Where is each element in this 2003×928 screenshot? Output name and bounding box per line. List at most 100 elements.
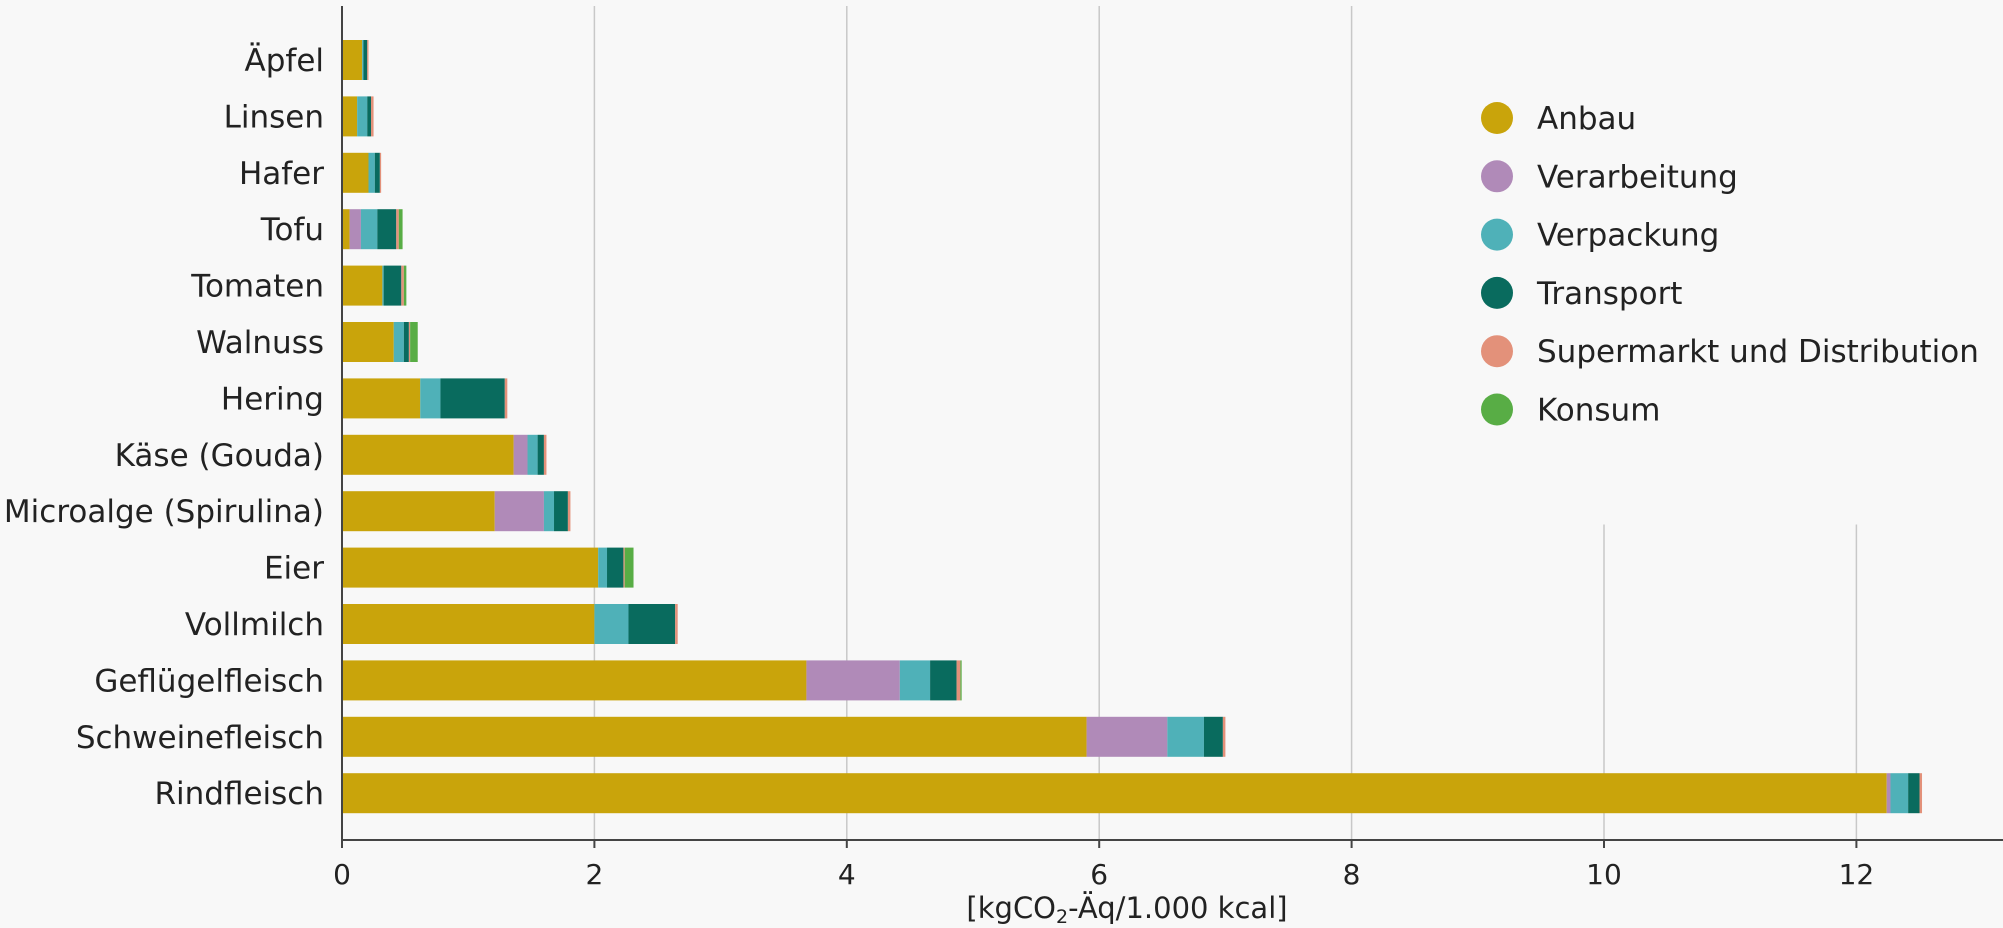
bar-apfel-transport xyxy=(363,40,368,80)
legend-label-transport: Transport xyxy=(1536,276,1682,312)
bar-eier-transport xyxy=(607,547,624,588)
bar-walnuss-konsum xyxy=(410,322,418,362)
legend-label-anbau: Anbau xyxy=(1537,101,1636,137)
bar-linsen-anbau xyxy=(342,96,358,137)
bar-microalge-spirulina-transport xyxy=(554,491,568,532)
category-labels: Äpfel Linsen Hafer Tofu Tomaten Walnuss Hering… xyxy=(4,43,324,812)
bar-eier-verpackung xyxy=(598,547,608,588)
legend-swatch-konsum xyxy=(1481,393,1513,426)
x-axis-title-subscript: 2 xyxy=(1056,906,1068,928)
legend-label-konsum: Konsum xyxy=(1537,393,1660,429)
bar-walnuss-transport xyxy=(403,322,409,362)
bar-hering-anbau xyxy=(342,378,421,419)
bar-linsen-supermarkt-und-distribution xyxy=(371,96,374,137)
bar-tomaten-anbau xyxy=(342,265,383,306)
bar-walnuss-verpackung xyxy=(393,322,404,362)
bar-stacks xyxy=(342,40,1923,814)
bar-microalge-spirulina-verarbeitung xyxy=(494,491,544,532)
bar-hering-transport xyxy=(440,378,505,419)
legend: Anbau Verarbeitung Verpackung Transport Supe… xyxy=(1481,101,1979,429)
grid-lines xyxy=(593,6,1858,840)
bar-walnuss-supermarkt-und-distribution xyxy=(408,322,411,362)
bar-kase-gouda-verpackung xyxy=(527,434,538,475)
category-label-eier: Eier xyxy=(264,551,324,587)
x-axis-title-unit: -Äq/1.000 kcal] xyxy=(1068,891,1287,925)
bar-walnuss-anbau xyxy=(342,322,394,362)
x-tick-label-12: 12 xyxy=(1839,858,1875,891)
bar-tofu-verarbeitung xyxy=(349,209,361,250)
legend-swatch-transport xyxy=(1481,276,1513,309)
bar-microalge-spirulina-supermarkt-und-distribution xyxy=(567,491,571,532)
bar-rindfleisch-verpackung xyxy=(1890,773,1909,814)
legend-swatch-verpackung xyxy=(1481,218,1513,251)
bar-geflugelfleisch-verarbeitung xyxy=(806,660,900,701)
bar-kase-gouda-verarbeitung xyxy=(513,434,528,475)
bar-tofu-konsum xyxy=(398,209,403,250)
bar-tomaten-konsum xyxy=(403,265,407,306)
category-label-schweinefleisch: Schweinefleisch xyxy=(76,720,324,756)
bar-kase-gouda-anbau xyxy=(342,434,514,475)
bar-schweinefleisch-supermarkt-und-distribution xyxy=(1222,716,1226,757)
x-tick-label-4: 4 xyxy=(838,858,856,891)
legend-swatch-supermarkt-und-distribution xyxy=(1481,335,1513,368)
bar-apfel-verpackung xyxy=(362,40,364,80)
bar-tomaten-verpackung xyxy=(382,265,384,306)
category-label-rindfleisch: Rindfleisch xyxy=(154,776,324,812)
category-label-apfel: Äpfel xyxy=(245,43,324,79)
x-tick-label-10: 10 xyxy=(1586,858,1622,891)
category-label-microalge-spirulina: Microalge (Spirulina) xyxy=(4,494,324,530)
bar-vollmilch-transport xyxy=(628,604,676,644)
category-label-kase-gouda: Käse (Gouda) xyxy=(115,438,324,474)
bar-vollmilch-supermarkt-und-distribution xyxy=(675,604,678,644)
bar-geflugelfleisch-anbau xyxy=(342,660,807,701)
bar-tofu-supermarkt-und-distribution xyxy=(396,209,399,250)
bar-schweinefleisch-transport xyxy=(1203,716,1223,757)
bar-hafer-supermarkt-und-distribution xyxy=(379,152,382,193)
legend-label-verpackung: Verpackung xyxy=(1537,218,1719,254)
x-axis-title-main: [kgCO xyxy=(966,891,1056,925)
x-tick-label-0: 0 xyxy=(333,858,351,891)
legend-label-supermarkt-und-distribution: Supermarkt und Distribution xyxy=(1537,334,1979,370)
bar-apfel-anbau xyxy=(342,40,363,80)
bar-hafer-transport xyxy=(374,152,380,193)
bar-rindfleisch-verarbeitung xyxy=(1886,773,1891,814)
bar-tomaten-supermarkt-und-distribution xyxy=(401,265,404,306)
category-label-hering: Hering xyxy=(221,381,324,417)
bar-tomaten-transport xyxy=(383,265,402,306)
bar-vollmilch-anbau xyxy=(342,604,595,644)
bar-kase-gouda-supermarkt-und-distribution xyxy=(543,434,547,475)
bar-schweinefleisch-anbau xyxy=(342,716,1087,757)
x-axis-title: [kgCO2-Äq/1.000 kcal] xyxy=(966,891,1287,928)
legend-swatch-verarbeitung xyxy=(1481,160,1513,193)
bar-apfel-supermarkt-und-distribution xyxy=(367,40,369,80)
bar-schweinefleisch-verpackung xyxy=(1167,716,1204,757)
legend-label-verarbeitung: Verarbeitung xyxy=(1537,159,1738,195)
bar-microalge-spirulina-verpackung xyxy=(543,491,555,532)
bar-geflugelfleisch-verpackung xyxy=(899,660,931,701)
bar-rindfleisch-supermarkt-und-distribution xyxy=(1919,773,1923,814)
bar-rindfleisch-transport xyxy=(1908,773,1920,814)
x-tick-label-2: 2 xyxy=(585,858,603,891)
x-tick-label-6: 6 xyxy=(1090,858,1108,891)
bar-hafer-anbau xyxy=(342,152,369,193)
category-label-tofu: Tofu xyxy=(260,212,324,248)
bar-linsen-transport xyxy=(367,96,372,137)
category-label-hafer: Hafer xyxy=(239,156,324,192)
bar-schweinefleisch-verarbeitung xyxy=(1086,716,1168,757)
bar-geflugelfleisch-konsum xyxy=(960,660,962,701)
bar-tofu-transport xyxy=(377,209,397,250)
bar-eier-konsum xyxy=(624,547,634,588)
bar-eier-supermarkt-und-distribution xyxy=(623,547,625,588)
bar-hering-supermarkt-und-distribution xyxy=(504,378,508,419)
bar-tofu-anbau xyxy=(342,209,350,250)
bar-eier-anbau xyxy=(342,547,599,588)
bar-tofu-verpackung xyxy=(360,209,378,250)
bar-hering-verpackung xyxy=(420,378,441,419)
bar-rindfleisch-anbau xyxy=(342,773,1887,814)
category-label-linsen: Linsen xyxy=(224,99,324,135)
bar-geflugelfleisch-supermarkt-und-distribution xyxy=(956,660,961,701)
category-label-vollmilch: Vollmilch xyxy=(185,607,324,643)
x-tick-label-8: 8 xyxy=(1343,858,1361,891)
category-label-walnuss: Walnuss xyxy=(196,325,324,361)
